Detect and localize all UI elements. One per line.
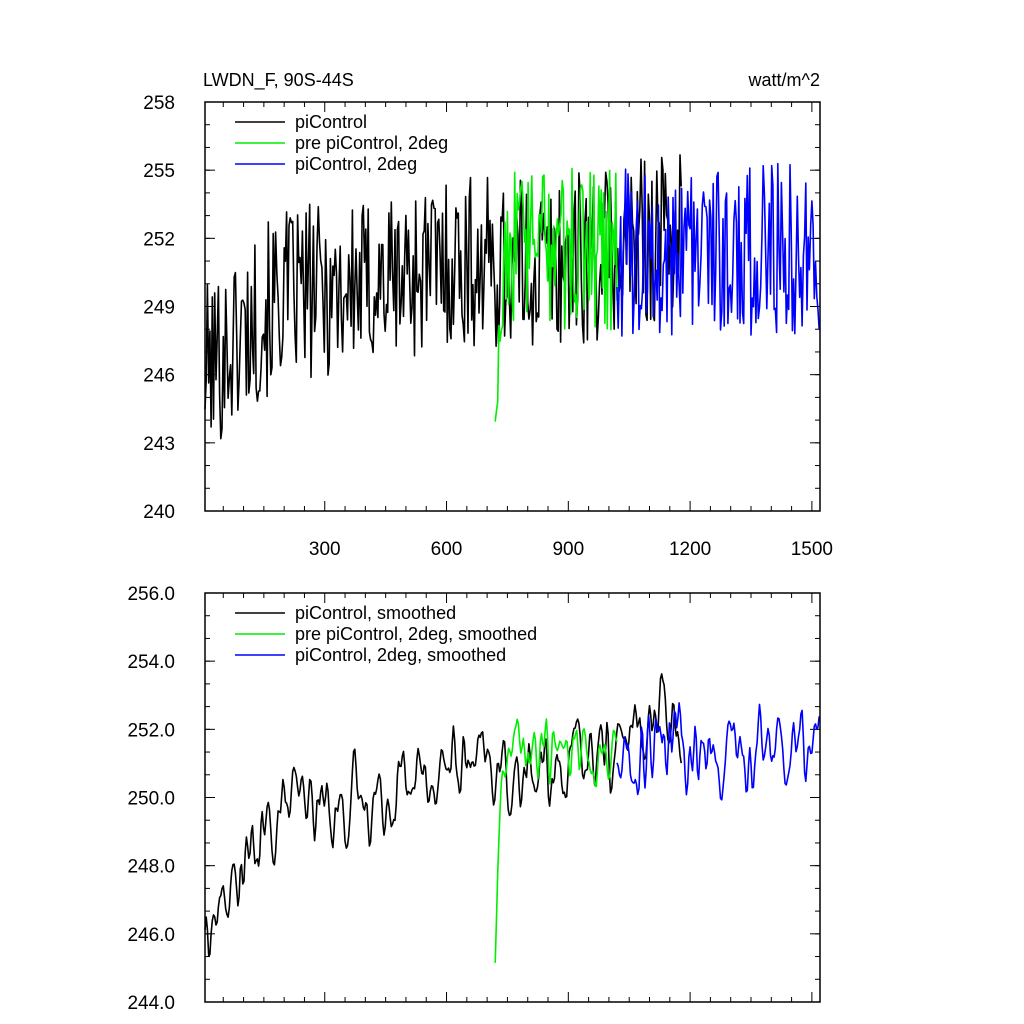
y-tick-label: 258 bbox=[143, 93, 175, 114]
y-tick-label: 255 bbox=[143, 161, 175, 182]
y-tick-label: 249 bbox=[143, 298, 175, 319]
series-line bbox=[204, 154, 682, 440]
x-tick-label: 900 bbox=[552, 539, 584, 560]
units-label: watt/m^2 bbox=[748, 70, 820, 90]
axis-ticks: 244.0 246.0 248.0 250.0 252.0 254.0 256.0 bbox=[127, 584, 820, 1014]
legend-label: piControl bbox=[295, 112, 367, 132]
y-tick-label: 256.0 bbox=[127, 584, 175, 605]
series-line bbox=[494, 167, 618, 422]
y-tick-label: 248.0 bbox=[127, 857, 175, 878]
chart-title: LWDN_F, 90S-44S bbox=[203, 70, 354, 91]
y-tick-label: 243 bbox=[143, 434, 175, 455]
legend-label: piControl, smoothed bbox=[295, 603, 456, 623]
axis-ticks: 300 600 900 1200 1500 240 243 246 249 252 255 258 bbox=[143, 93, 833, 560]
y-tick-label: 250.0 bbox=[127, 789, 175, 810]
y-tick-label: 244.0 bbox=[127, 993, 175, 1014]
x-tick-label: 1200 bbox=[669, 539, 711, 560]
x-tick-label: 1500 bbox=[791, 539, 833, 560]
plot-frame bbox=[204, 592, 821, 1003]
legend-label: piControl, 2deg bbox=[295, 154, 417, 174]
y-tick-label: 252 bbox=[143, 229, 175, 250]
plot-frame bbox=[204, 101, 821, 512]
series-line bbox=[616, 162, 820, 337]
series-group bbox=[204, 154, 820, 440]
x-tick-label: 600 bbox=[431, 539, 463, 560]
series-line bbox=[494, 718, 618, 963]
bottom-panel: 244.0 246.0 248.0 250.0 252.0 254.0 256.0 piCon… bbox=[127, 584, 821, 1014]
legend-label: pre piControl, 2deg bbox=[295, 133, 448, 153]
y-tick-label: 246 bbox=[143, 366, 175, 387]
series-line bbox=[616, 702, 820, 801]
series-group bbox=[204, 673, 820, 963]
y-tick-label: 240 bbox=[143, 502, 175, 523]
x-tick-label: 300 bbox=[309, 539, 341, 560]
legend-label: pre piControl, 2deg, smoothed bbox=[295, 624, 537, 644]
top-panel: LWDN_F, 90S-44S watt/m^2 300 600 900 1200 15… bbox=[143, 70, 833, 560]
y-tick-label: 254.0 bbox=[127, 652, 175, 673]
y-tick-label: 252.0 bbox=[127, 720, 175, 741]
series-line bbox=[204, 673, 682, 957]
y-tick-label: 246.0 bbox=[127, 925, 175, 946]
legend-label: piControl, 2deg, smoothed bbox=[295, 645, 506, 665]
